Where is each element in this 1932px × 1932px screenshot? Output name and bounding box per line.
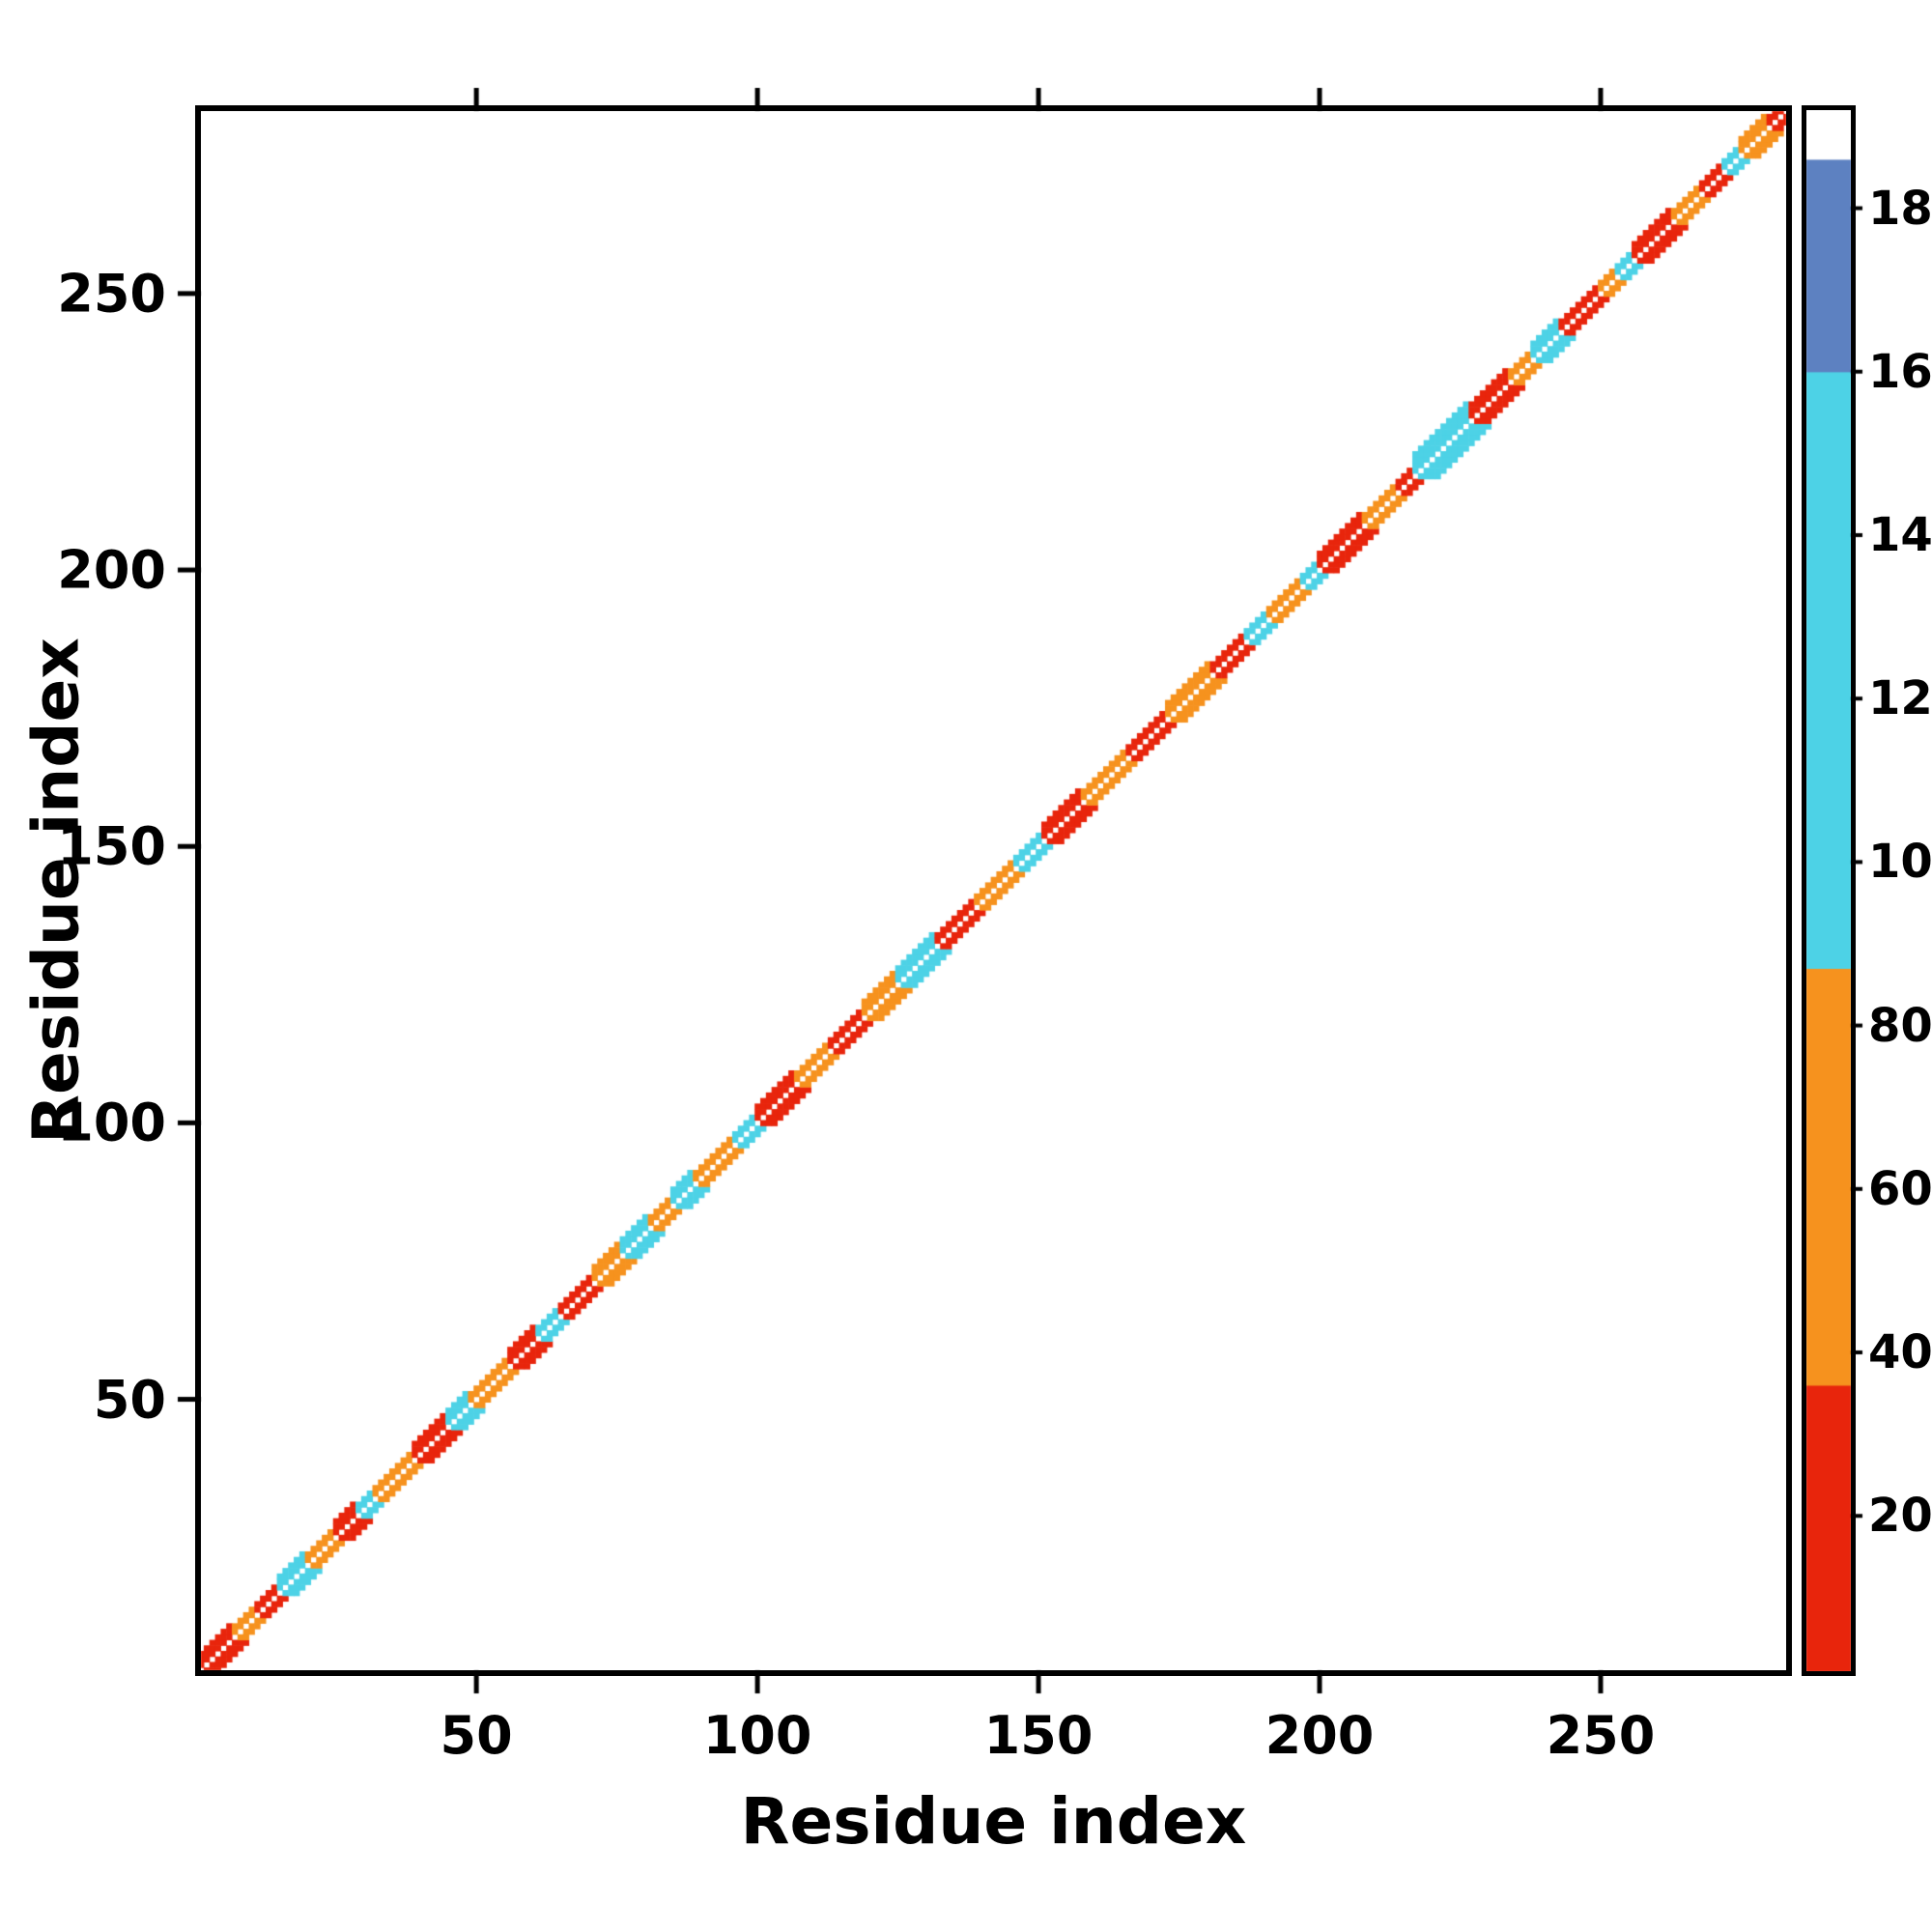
colorbar-tick-label: 160 bbox=[1868, 344, 1932, 399]
colorbar-tick-label: 60 bbox=[1868, 1161, 1932, 1216]
y-tick-label: 250 bbox=[57, 263, 166, 325]
y-tick-label: 150 bbox=[57, 815, 166, 877]
x-tick-label: 150 bbox=[983, 1705, 1094, 1766]
y-axis-label: Residue index bbox=[18, 638, 94, 1144]
colorbar-tick-label: 120 bbox=[1868, 671, 1932, 726]
y-tick-label: 200 bbox=[57, 539, 166, 601]
colorbar-tick-label: 140 bbox=[1868, 507, 1932, 562]
colorbar-tick-label: 100 bbox=[1868, 835, 1932, 890]
x-tick-label: 200 bbox=[1264, 1705, 1375, 1766]
colorbar-tick-label: 40 bbox=[1868, 1325, 1932, 1380]
x-axis-label: Residue index bbox=[740, 1784, 1247, 1859]
x-tick-label: 50 bbox=[440, 1705, 513, 1766]
x-tick-label: 100 bbox=[702, 1705, 812, 1766]
y-tick-label: 100 bbox=[57, 1092, 166, 1153]
x-tick-label: 250 bbox=[1546, 1705, 1656, 1766]
colorbar-tick-label: 20 bbox=[1868, 1489, 1932, 1544]
colorbar-tick-label: 180 bbox=[1868, 181, 1932, 236]
y-tick-label: 50 bbox=[93, 1369, 166, 1431]
colorbar-tick-label: 80 bbox=[1868, 998, 1932, 1053]
